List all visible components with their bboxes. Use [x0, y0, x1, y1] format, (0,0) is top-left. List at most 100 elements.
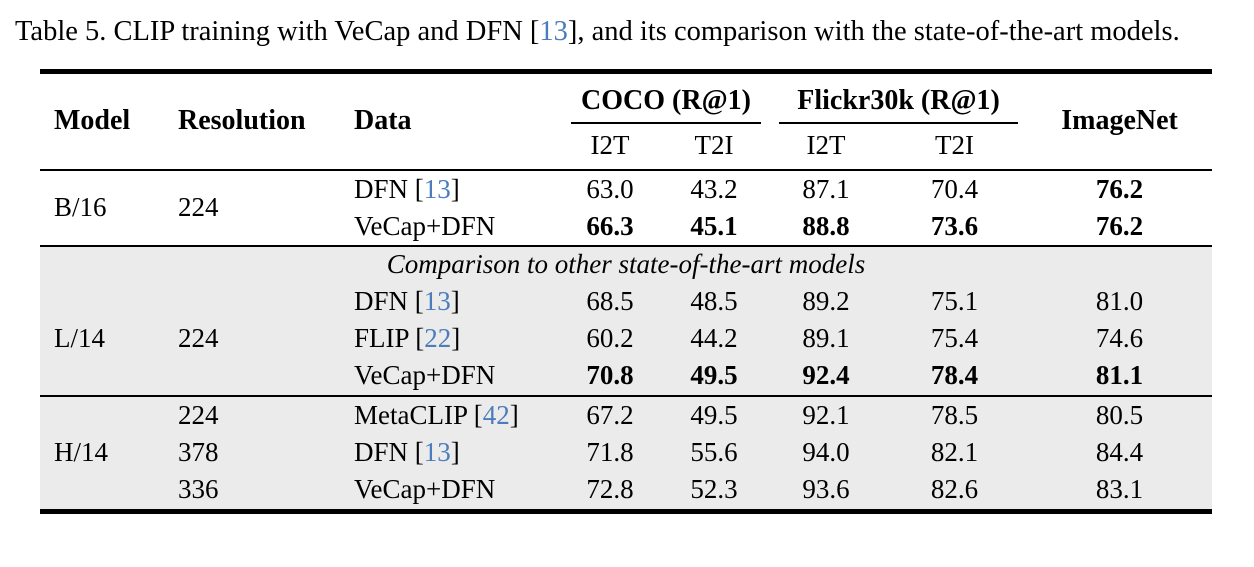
table-row: FLIP [22] 60.2 44.2 89.1 75.4 74.6 — [40, 320, 1212, 357]
dataset-name: DFN [ — [354, 285, 424, 316]
flickr-group-underline — [779, 122, 1019, 125]
metric-value: 49.5 — [690, 360, 738, 391]
col-group-flickr: Flickr30k (R@1) — [770, 71, 1027, 125]
metric-value: 74.6 — [1095, 322, 1144, 353]
metric-value: 76.2 — [1095, 173, 1144, 204]
metric-value: 92.1 — [802, 399, 850, 430]
metric-value: 75.4 — [930, 322, 979, 353]
model-cell: B/16 — [54, 192, 107, 223]
metric-value: 78.5 — [930, 399, 979, 430]
dataset-name: VeCap+DFN — [354, 360, 496, 391]
citation-link[interactable]: 42 — [482, 399, 510, 430]
metric-value: 76.2 — [1095, 210, 1144, 241]
resolution-cell: 378 — [178, 436, 219, 467]
dataset-name: FLIP [ — [354, 322, 425, 353]
col-header-imagenet: ImageNet — [1061, 105, 1178, 137]
data-cell: FLIP [22] — [350, 320, 562, 357]
resolution-cell: 224 — [178, 399, 219, 430]
header-row-groups: Model Resolution Data COCO (R@1) Flickr3… — [40, 71, 1212, 135]
header-row-subcolumns: I2T T2I I2T T2I — [40, 124, 1212, 169]
metric-value: 81.0 — [1095, 285, 1144, 316]
col-header-resolution: Resolution — [178, 105, 306, 137]
resolution-cell: 224 — [178, 192, 219, 223]
citation-link[interactable]: 13 — [423, 436, 451, 467]
citation-link[interactable]: 22 — [424, 322, 452, 353]
metric-value: 80.5 — [1095, 399, 1144, 430]
section-h14: H/14 224 MetaCLIP [42] 67.2 49.5 92.1 78… — [40, 395, 1213, 512]
coco-group-label: COCO (R@1) — [581, 84, 751, 116]
coco-group-underline — [571, 122, 762, 125]
resolution-cell: 224 — [178, 322, 219, 353]
metric-value: 83.1 — [1095, 474, 1144, 505]
metric-value: 82.6 — [930, 474, 979, 505]
citation-bracket: ] — [450, 436, 460, 467]
dataset-name: MetaCLIP [ — [354, 399, 483, 430]
citation-link[interactable]: 13 — [423, 173, 451, 204]
citation-link[interactable]: 13 — [423, 285, 451, 316]
metric-value: 60.2 — [586, 322, 634, 353]
table-row: 336 VeCap+DFN 72.8 52.3 93.6 82.6 83.1 — [40, 471, 1212, 511]
data-cell: VeCap+DFN — [350, 471, 562, 511]
flickr-group-label: Flickr30k (R@1) — [797, 84, 1000, 116]
dataset-name: VeCap+DFN — [354, 210, 496, 241]
metric-value: 68.5 — [586, 285, 634, 316]
results-table: Model Resolution Data COCO (R@1) Flickr3… — [40, 68, 1213, 514]
metric-value: 44.2 — [690, 322, 738, 353]
metric-value: 45.1 — [690, 210, 738, 241]
col-header-model: Model — [54, 105, 131, 137]
data-cell: DFN [13] — [350, 170, 562, 208]
data-cell: DFN [13] — [350, 283, 562, 320]
table-row: VeCap+DFN 66.3 45.1 88.8 73.6 76.2 — [40, 208, 1212, 246]
metric-value: 73.6 — [930, 210, 979, 241]
table-row: L/14 224 DFN [13] 68.5 48.5 89.2 75.1 81… — [40, 283, 1212, 352]
caption-text-after: ], and its comparison with the state-of-… — [567, 16, 1180, 47]
metric-value: 81.1 — [1095, 360, 1144, 391]
dataset-name: VeCap+DFN — [354, 474, 496, 505]
section-note-row: Comparison to other state-of-the-art mod… — [40, 246, 1212, 282]
citation-bracket: ] — [450, 173, 460, 204]
model-cell: L/14 — [54, 322, 105, 353]
data-cell: VeCap+DFN — [350, 208, 562, 246]
metric-value: 70.4 — [930, 173, 979, 204]
citation-bracket: ] — [509, 399, 519, 430]
caption-citation-link[interactable]: 13 — [539, 16, 568, 47]
metric-value: 67.2 — [586, 399, 634, 430]
table-row: 378 DFN [13] 71.8 55.6 94.0 82.1 84.4 — [40, 434, 1212, 471]
col-subheader-flickr-i2t: I2T — [806, 130, 846, 161]
metric-value: 70.8 — [586, 360, 634, 391]
caption-text-before: Table 5. CLIP training with VeCap and DF… — [15, 16, 540, 47]
metric-value: 55.6 — [690, 436, 738, 467]
metric-value: 93.6 — [802, 474, 850, 505]
metric-value: 89.2 — [802, 285, 850, 316]
metric-value: 94.0 — [802, 436, 850, 467]
metric-value: 89.1 — [802, 322, 850, 353]
section-b16: B/16 224 DFN [13] 63.0 43.2 87.1 70.4 76… — [40, 169, 1213, 247]
metric-value: 49.5 — [690, 399, 738, 430]
metric-value: 52.3 — [690, 474, 738, 505]
col-header-data: Data — [354, 105, 412, 137]
metric-value: 48.5 — [690, 285, 738, 316]
paper-page: Table 5. CLIP training with VeCap and DF… — [0, 16, 1254, 514]
metric-value: 84.4 — [1095, 436, 1144, 467]
citation-bracket: ] — [451, 322, 461, 353]
data-cell: DFN [13] — [350, 434, 562, 471]
data-cell: MetaCLIP [42] — [350, 396, 562, 434]
col-subheader-flickr-t2i: T2I — [935, 130, 975, 161]
resolution-cell: 336 — [178, 474, 219, 505]
metric-value: 63.0 — [586, 173, 634, 204]
metric-value: 66.3 — [586, 210, 634, 241]
table-caption: Table 5. CLIP training with VeCap and DF… — [15, 16, 1246, 49]
table-header: Model Resolution Data COCO (R@1) Flickr3… — [40, 71, 1213, 170]
metric-value: 71.8 — [586, 436, 634, 467]
table-row: B/16 224 DFN [13] 63.0 43.2 87.1 70.4 76… — [40, 170, 1212, 221]
table-row: VeCap+DFN 70.8 49.5 92.4 78.4 81.1 — [40, 357, 1212, 395]
col-group-coco: COCO (R@1) — [562, 71, 770, 125]
model-cell: H/14 — [54, 436, 108, 467]
metric-value: 92.4 — [802, 360, 850, 391]
metric-value: 88.8 — [802, 210, 850, 241]
comparison-note: Comparison to other state-of-the-art mod… — [386, 249, 866, 280]
metric-value: 72.8 — [586, 474, 634, 505]
metric-value: 78.4 — [930, 360, 979, 391]
metric-value: 43.2 — [690, 173, 738, 204]
metric-value: 87.1 — [802, 173, 850, 204]
